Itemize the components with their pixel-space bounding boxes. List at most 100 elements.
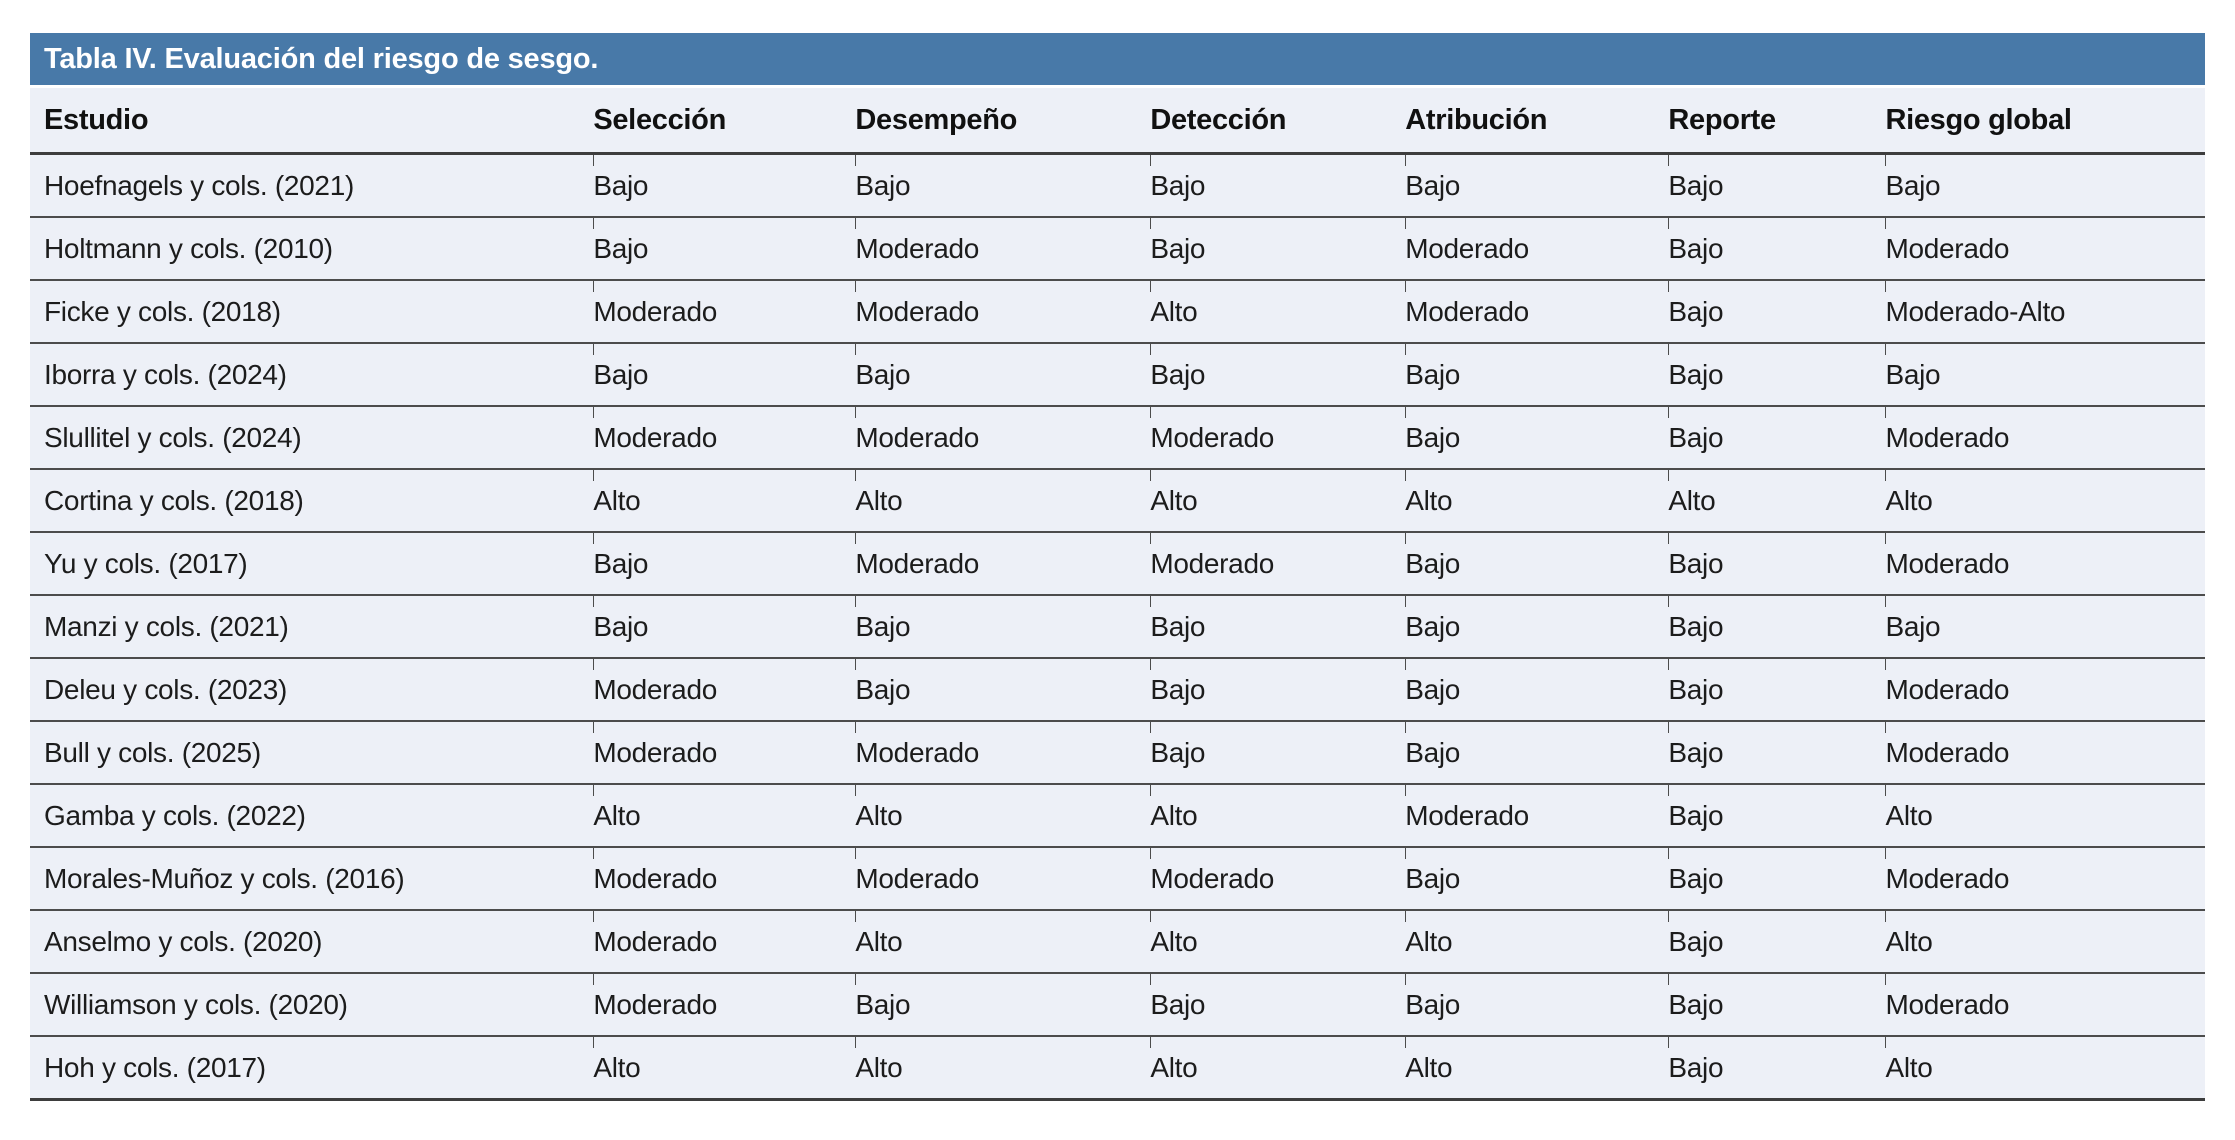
cell-reporte: Bajo [1668,973,1886,1037]
cell-reporte: Bajo [1668,406,1886,470]
cell-riesgo-global: Moderado [1885,406,2205,470]
cell-deteccion: Moderado [1150,847,1406,911]
cell-riesgo-global: Moderado [1885,658,2205,722]
cell-study-name: Deleu y cols. (2023) [30,658,594,722]
cell-riesgo-global: Moderado [1885,217,2205,281]
cell-seleccion: Moderado [593,973,856,1037]
cell-study-name: Iborra y cols. (2024) [30,343,594,407]
header-row: Estudio Selección Desempeño Detección Atribu… [30,88,2205,155]
cell-seleccion: Bajo [593,532,856,596]
cell-deteccion: Bajo [1150,721,1406,785]
cell-riesgo-global: Moderado [1885,532,2205,596]
table-row: Slullitel y cols. (2024) Moderado Moderado… [30,406,2205,470]
cell-seleccion: Bajo [593,153,856,218]
table-row: Holtmann y cols. (2010) Bajo Moderado Bajo M… [30,217,2205,281]
cell-atribucion: Alto [1405,469,1669,533]
cell-riesgo-global: Moderado [1885,847,2205,911]
cell-riesgo-global: Bajo [1885,153,2205,218]
cell-atribucion: Bajo [1405,973,1669,1037]
table-title: Tabla IV. Evaluación del riesgo de sesgo… [44,42,599,75]
cell-seleccion: Alto [593,469,856,533]
cell-study-name: Morales-Muñoz y cols. (2016) [30,847,594,911]
cell-riesgo-global: Moderado-Alto [1885,280,2205,344]
cell-study-name: Cortina y cols. (2018) [30,469,594,533]
table-row: Deleu y cols. (2023) Moderado Bajo Bajo Bajo… [30,658,2205,722]
cell-desempeno: Bajo [855,973,1151,1037]
cell-study-name: Yu y cols. (2017) [30,532,594,596]
cell-seleccion: Bajo [593,343,856,407]
table-row: Manzi y cols. (2021) Bajo Bajo Bajo Bajo Bajo… [30,595,2205,659]
cell-desempeno: Moderado [855,847,1151,911]
cell-deteccion: Bajo [1150,153,1406,218]
column-header-seleccion: Selección [593,88,856,155]
cell-desempeno: Bajo [855,595,1151,659]
cell-study-name: Ficke y cols. (2018) [30,280,594,344]
table-row: Bull y cols. (2025) Moderado Moderado Bajo B… [30,721,2205,785]
cell-study-name: Gamba y cols. (2022) [30,784,594,848]
cell-desempeno: Alto [855,469,1151,533]
table-title-bar: Tabla IV. Evaluación del riesgo de sesgo… [30,33,2205,88]
cell-atribucion: Moderado [1405,217,1669,281]
table-row: Iborra y cols. (2024) Bajo Bajo Bajo Bajo Baj… [30,343,2205,407]
cell-deteccion: Alto [1150,910,1406,974]
cell-study-name: Holtmann y cols. (2010) [30,217,594,281]
column-header-reporte: Reporte [1668,88,1886,155]
table-row: Yu y cols. (2017) Bajo Moderado Moderado Baj… [30,532,2205,596]
cell-reporte: Alto [1668,469,1886,533]
cell-riesgo-global: Moderado [1885,721,2205,785]
cell-reporte: Bajo [1668,343,1886,407]
cell-study-name: Anselmo y cols. (2020) [30,910,594,974]
cell-desempeno: Moderado [855,532,1151,596]
cell-atribucion: Alto [1405,910,1669,974]
cell-seleccion: Alto [593,1036,856,1101]
cell-atribucion: Alto [1405,1036,1669,1101]
column-header-riesgo-global: Riesgo global [1885,88,2205,155]
cell-atribucion: Bajo [1405,406,1669,470]
cell-desempeno: Alto [855,1036,1151,1101]
cell-study-name: Bull y cols. (2025) [30,721,594,785]
table-row: Hoh y cols. (2017) Alto Alto Alto Alto Bajo Al… [30,1036,2205,1101]
cell-riesgo-global: Alto [1885,784,2205,848]
cell-seleccion: Moderado [593,910,856,974]
cell-reporte: Bajo [1668,595,1886,659]
cell-deteccion: Moderado [1150,406,1406,470]
cell-atribucion: Bajo [1405,658,1669,722]
cell-deteccion: Bajo [1150,595,1406,659]
cell-study-name: Slullitel y cols. (2024) [30,406,594,470]
cell-desempeno: Bajo [855,153,1151,218]
cell-desempeno: Alto [855,910,1151,974]
cell-reporte: Bajo [1668,847,1886,911]
table-row: Anselmo y cols. (2020) Moderado Alto Alto Al… [30,910,2205,974]
cell-desempeno: Bajo [855,343,1151,407]
risk-of-bias-table-figure: Tabla IV. Evaluación del riesgo de sesgo… [30,33,2205,1101]
table-row: Hoefnagels y cols. (2021) Bajo Bajo Bajo Baj… [30,153,2205,218]
column-header-atribucion: Atribución [1405,88,1669,155]
cell-seleccion: Moderado [593,658,856,722]
table-body: Hoefnagels y cols. (2021) Bajo Bajo Bajo Baj… [30,153,2205,1101]
cell-desempeno: Moderado [855,280,1151,344]
cell-deteccion: Bajo [1150,973,1406,1037]
cell-seleccion: Bajo [593,217,856,281]
risk-of-bias-table: Estudio Selección Desempeño Detección Atribu… [30,88,2205,1101]
cell-riesgo-global: Moderado [1885,973,2205,1037]
table-row: Williamson y cols. (2020) Moderado Bajo Baj… [30,973,2205,1037]
cell-atribucion: Bajo [1405,343,1669,407]
cell-reporte: Bajo [1668,658,1886,722]
cell-deteccion: Alto [1150,1036,1406,1101]
cell-desempeno: Moderado [855,721,1151,785]
cell-study-name: Hoh y cols. (2017) [30,1036,594,1101]
cell-atribucion: Bajo [1405,595,1669,659]
cell-deteccion: Alto [1150,784,1406,848]
column-header-deteccion: Detección [1150,88,1406,155]
cell-seleccion: Moderado [593,721,856,785]
cell-seleccion: Moderado [593,406,856,470]
column-header-study: Estudio [30,88,594,155]
cell-desempeno: Moderado [855,406,1151,470]
cell-desempeno: Alto [855,784,1151,848]
cell-seleccion: Moderado [593,280,856,344]
cell-deteccion: Alto [1150,280,1406,344]
cell-reporte: Bajo [1668,721,1886,785]
cell-atribucion: Bajo [1405,153,1669,218]
cell-desempeno: Bajo [855,658,1151,722]
cell-seleccion: Moderado [593,847,856,911]
